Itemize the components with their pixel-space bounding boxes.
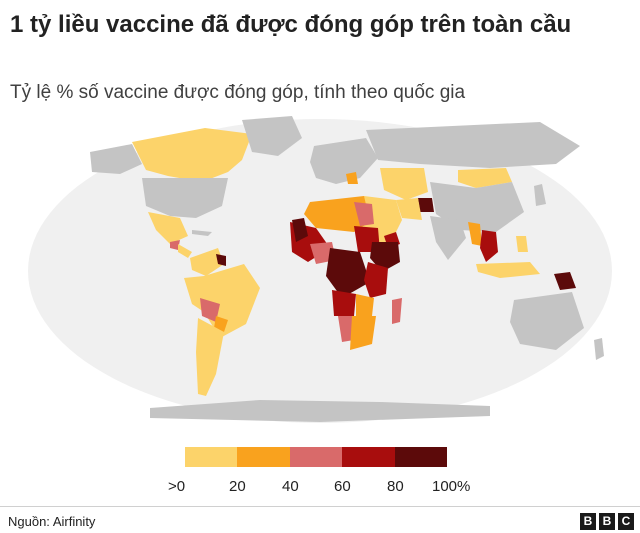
region-peru xyxy=(184,276,204,312)
region-canada xyxy=(132,128,252,182)
region-caribbean-cuba xyxy=(192,230,212,236)
region-north-africa xyxy=(304,196,370,232)
region-greenland xyxy=(242,116,302,156)
region-india xyxy=(430,216,466,260)
legend-tick-label: >0 xyxy=(168,478,186,495)
region-japan xyxy=(534,184,546,206)
bbc-logo-letter: B xyxy=(580,513,596,530)
legend-tick-label: 40 xyxy=(282,478,299,495)
region-alaska xyxy=(90,144,142,174)
bbc-logo-letter: B xyxy=(599,513,615,530)
region-indonesia xyxy=(476,262,540,278)
region-antarctica xyxy=(150,400,490,422)
region-angola xyxy=(332,290,356,316)
region-guatemala xyxy=(170,240,180,250)
region-central-africa xyxy=(326,248,370,298)
region-afghanistan xyxy=(418,198,434,212)
region-europe xyxy=(310,138,378,184)
color-legend xyxy=(185,447,447,467)
region-mexico xyxy=(148,212,188,244)
legend-tick-label: 20 xyxy=(229,478,246,495)
source-credit: Nguồn: Airfinity xyxy=(8,514,96,529)
region-central-asia xyxy=(380,168,428,200)
region-paraguay xyxy=(214,316,228,332)
region-venezuela-colombia xyxy=(190,248,224,276)
chart-subtitle: Tỷ lệ % số vaccine được đóng góp, tính t… xyxy=(10,82,466,103)
region-mongolia xyxy=(458,168,512,188)
region-australia xyxy=(510,292,584,350)
world-choropleth-map xyxy=(28,116,612,423)
region-southeast-asia xyxy=(480,230,498,262)
legend-swatch xyxy=(342,447,395,467)
region-namibia xyxy=(338,316,354,342)
chart-title: 1 tỷ liều vaccine đã được đóng góp trên … xyxy=(10,11,572,38)
region-iran xyxy=(396,198,422,220)
region-zambia xyxy=(356,294,374,316)
legend-tick-label: 100% xyxy=(432,478,471,495)
region-papua-new-guinea xyxy=(554,272,576,290)
region-southern-africa xyxy=(350,316,376,350)
legend-tick-label: 80 xyxy=(387,478,404,495)
region-madagascar xyxy=(392,298,402,324)
legend-tick-label: 60 xyxy=(334,478,351,495)
region-russia xyxy=(366,122,580,168)
bbc-logo: B B C xyxy=(580,513,634,530)
region-bolivia xyxy=(200,298,220,322)
region-east-africa xyxy=(364,262,388,298)
footer-divider xyxy=(0,506,640,507)
legend-swatch xyxy=(395,447,447,467)
region-ethiopia xyxy=(370,242,400,272)
bbc-logo-letter: C xyxy=(618,513,634,530)
legend-swatch xyxy=(185,447,238,467)
legend-swatch xyxy=(237,447,290,467)
region-myanmar xyxy=(468,222,482,246)
region-philippines xyxy=(516,236,528,252)
region-mauritania xyxy=(292,218,308,242)
region-central-america xyxy=(178,244,192,258)
region-balkans xyxy=(346,172,358,184)
region-guyana xyxy=(216,254,226,266)
region-usa xyxy=(142,178,228,218)
legend-swatch xyxy=(290,447,343,467)
region-argentina-chile xyxy=(196,318,224,396)
region-egypt xyxy=(354,202,374,226)
region-new-zealand xyxy=(594,338,604,360)
